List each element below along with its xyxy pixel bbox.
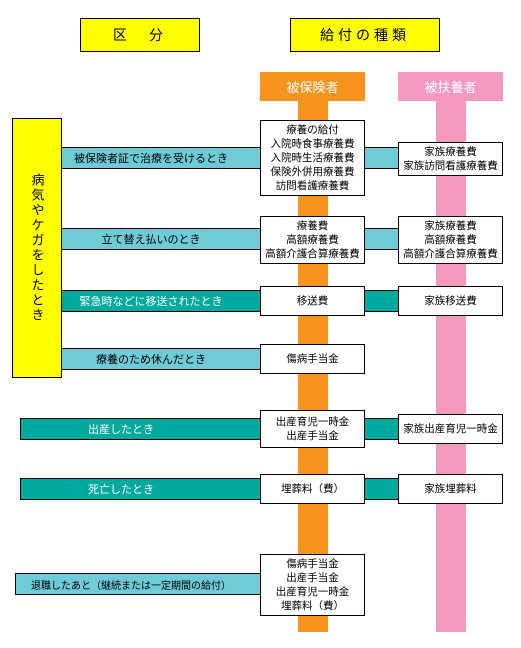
benefit-box-insured: 移送費	[260, 286, 365, 316]
benefit-line: 埋葬料（費）	[281, 482, 344, 496]
benefit-line: 家族埋葬料	[424, 482, 477, 496]
side-category-illness-injury: 病気やケガをしたとき	[12, 118, 62, 378]
benefit-line: 高額療養費	[424, 233, 477, 247]
benefit-line: 家族療養費	[424, 145, 477, 159]
benefit-line: 家族訪問看護療養費	[403, 159, 498, 173]
benefit-line: 療養費	[297, 219, 329, 233]
row-bar-label: 出産したとき	[88, 421, 154, 437]
column-header-insured: 被保険者	[260, 72, 365, 101]
benefit-line: 療養の給付	[286, 123, 339, 137]
header-category: 区 分	[80, 18, 200, 52]
benefit-line: 高額療養費	[286, 233, 339, 247]
benefit-line: 高額介護合算療養費	[265, 247, 360, 261]
benefit-line: 保険外併用療養費	[271, 165, 355, 179]
row-bar-label: 立て替え払いのとき	[102, 231, 201, 247]
row-bar-label: 退職したあと（継続または一定期間の給付）	[31, 577, 231, 592]
benefit-box-insured: 傷病手当金	[260, 344, 365, 374]
header-benefit-type: 給付の種類	[290, 18, 440, 52]
benefit-line: 家族療養費	[424, 219, 477, 233]
benefit-line: 出産手当金	[286, 571, 339, 585]
benefit-line: 出産手当金	[286, 429, 339, 443]
benefit-line: 出産育児一時金	[276, 415, 350, 429]
benefit-line: 入院時食事療養費	[271, 137, 355, 151]
benefit-line: 高額介護合算療養費	[403, 247, 498, 261]
benefit-box-dependent: 家族出産育児一時金	[398, 414, 503, 444]
benefit-line: 家族出産育児一時金	[403, 422, 498, 436]
benefit-box-insured: 埋葬料（費）	[260, 474, 365, 504]
benefit-box-insured: 傷病手当金出産手当金出産育児一時金埋葬料（費）	[260, 554, 365, 616]
benefit-box-insured: 療養費高額療養費高額介護合算療養費	[260, 216, 365, 264]
benefit-line: 入院時生活療養費	[271, 151, 355, 165]
benefit-box-insured: 出産育児一時金出産手当金	[260, 410, 365, 448]
benefit-box-dependent: 家族療養費高額療養費高額介護合算療養費	[398, 216, 503, 264]
benefit-line: 傷病手当金	[286, 352, 339, 366]
benefit-line: 出産育児一時金	[276, 585, 350, 599]
benefit-box-dependent: 家族療養費家族訪問看護療養費	[398, 142, 503, 176]
row-bar-label: 死亡したとき	[88, 481, 154, 497]
benefit-box-insured: 療養の給付入院時食事療養費入院時生活療養費保険外併用療養費訪問看護療養費	[260, 120, 365, 196]
column-header-dependent: 被扶養者	[398, 72, 503, 101]
benefit-line: 埋葬料（費）	[281, 599, 344, 613]
benefit-line: 訪問看護療養費	[276, 179, 350, 193]
benefit-line: 家族移送費	[424, 294, 477, 308]
row-bar-label: 被保険者証で治療を受けるとき	[74, 150, 228, 166]
benefit-line: 移送費	[297, 294, 329, 308]
row-bar-label: 緊急時などに移送されたとき	[80, 293, 223, 309]
row-bar-label: 療養のため休んだとき	[96, 351, 206, 367]
benefit-box-dependent: 家族移送費	[398, 286, 503, 316]
benefit-line: 傷病手当金	[286, 557, 339, 571]
benefit-box-dependent: 家族埋葬料	[398, 474, 503, 504]
